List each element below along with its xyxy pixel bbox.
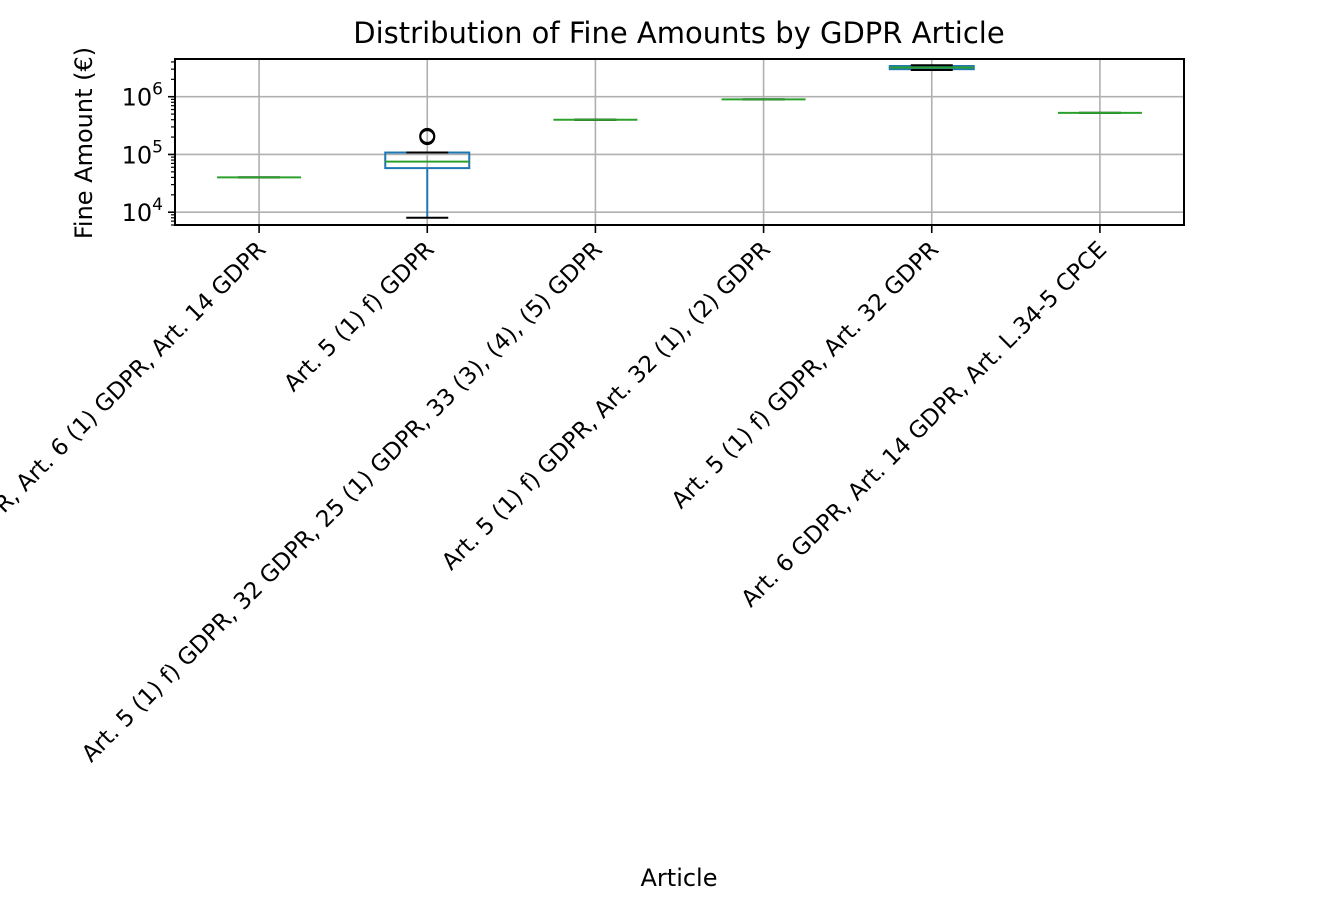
box-plot <box>384 127 471 219</box>
chart-title: Distribution of Fine Amounts by GDPR Art… <box>353 16 1004 50</box>
x-tick-label: Art. 5 (1) f) GDPR <box>279 237 439 397</box>
outlier-point <box>419 127 436 144</box>
box-plot <box>888 64 975 72</box>
box-plots <box>217 64 1142 219</box>
x-axis-label: Article <box>641 864 718 892</box>
x-tick-label: Art. 6 GDPR, Art. 14 GDPR, Art. L.34-5 C… <box>737 237 1113 613</box>
grid-lines <box>175 59 1184 225</box>
plot-frame <box>174 58 1185 226</box>
tick-labels: 104 105 106 Art. 5 (1) a) GDPR, Art. 6 (1) … <box>0 80 1112 768</box>
x-tick-label: Art. 5 (1) a) GDPR, Art. 6 (1) GDPR, Art… <box>0 237 271 653</box>
x-tick-label: Art. 5 (1) f) GDPR, Art. 32 (1), (2) GDP… <box>437 237 776 576</box>
axes <box>168 58 1185 233</box>
y-tick-label: 106 <box>122 80 163 112</box>
y-axis-label: Fine Amount (€) <box>70 47 98 239</box>
x-tick-label: Art. 5 (1) f) GDPR, Art. 32 GDPR <box>667 237 944 514</box>
y-tick-label: 105 <box>122 137 163 169</box>
y-tick-label: 104 <box>122 195 163 227</box>
